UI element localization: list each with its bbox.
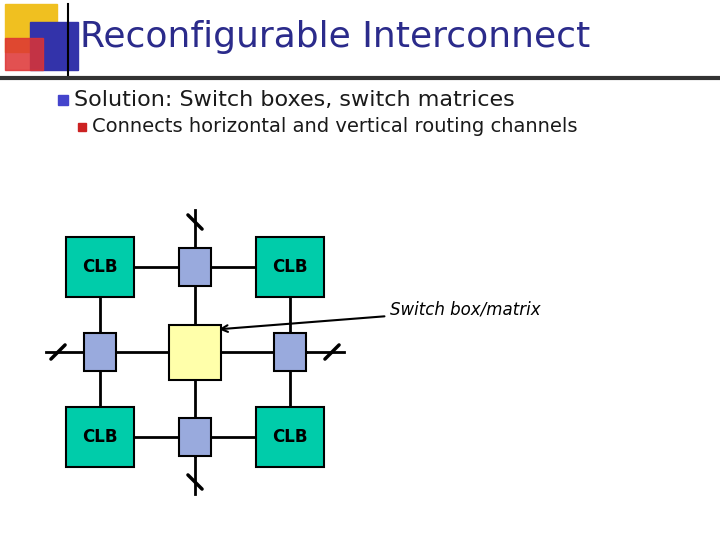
Bar (5, 4, 57, 52)
Text: Solution: Switch boxes, switch matrices: Solution: Switch boxes, switch matrices (74, 90, 515, 110)
Text: Connects horizontal and vertical routing channels: Connects horizontal and vertical routing… (92, 118, 577, 137)
Text: CLB: CLB (272, 258, 307, 276)
Bar (78, 123, 86, 131)
Bar (84, 333, 116, 371)
Bar (274, 333, 306, 371)
Text: Switch box/matrix: Switch box/matrix (221, 301, 541, 332)
Bar (66, 237, 134, 297)
Bar (256, 237, 324, 297)
Bar (256, 407, 324, 467)
Bar (66, 407, 134, 467)
Bar (169, 325, 221, 380)
Bar (179, 248, 211, 286)
Bar (30, 22, 78, 70)
Text: CLB: CLB (82, 428, 118, 446)
Bar (58, 95, 68, 105)
Bar (5, 38, 43, 70)
Text: CLB: CLB (272, 428, 307, 446)
Text: Reconfigurable Interconnect: Reconfigurable Interconnect (80, 20, 590, 54)
Bar (179, 418, 211, 456)
Text: CLB: CLB (82, 258, 118, 276)
